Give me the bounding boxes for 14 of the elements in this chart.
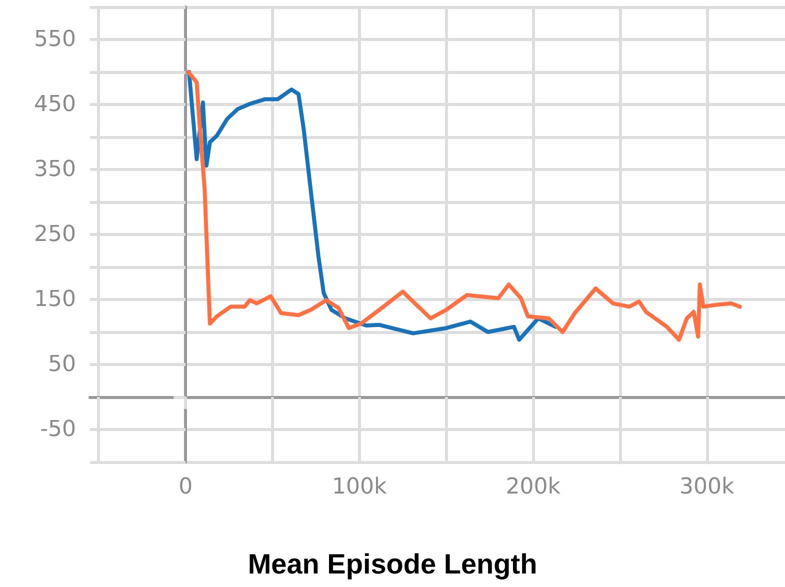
x-tick-label: 300k <box>679 474 734 500</box>
x-tick-label: 100k <box>332 474 387 500</box>
text: Mean Episode Length <box>248 548 538 580</box>
x-tick-label: 0 <box>178 474 193 500</box>
line-series <box>186 70 742 342</box>
x-tick-label: 200k <box>506 474 561 500</box>
y-tick-label: 50 <box>48 352 76 377</box>
y-tick-label: 450 <box>34 92 76 117</box>
y-tick-label: -50 <box>40 417 76 442</box>
y-tick-label: 150 <box>34 287 76 312</box>
y-tick-label: 350 <box>34 157 76 182</box>
y-tick-label: 250 <box>34 222 76 247</box>
y-tick-label: 550 <box>34 27 76 52</box>
line-series <box>187 70 558 342</box>
